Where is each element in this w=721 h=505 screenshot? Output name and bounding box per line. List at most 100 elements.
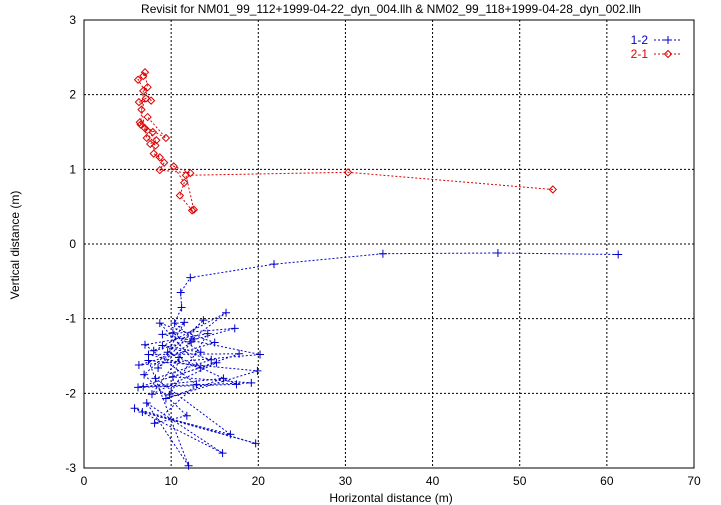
data-point — [142, 133, 151, 143]
series-1 — [130, 248, 623, 470]
y-tick-label: -1 — [65, 312, 76, 326]
x-tick-label: 70 — [687, 474, 701, 488]
data-point — [134, 97, 144, 107]
data-point — [150, 419, 159, 428]
y-tick-label: 0 — [69, 237, 76, 251]
data-point — [163, 348, 172, 357]
data-point — [203, 329, 212, 338]
data-point — [180, 318, 189, 327]
data-point — [212, 358, 221, 367]
data-point — [142, 399, 151, 408]
data-point — [143, 82, 152, 92]
data-point — [235, 349, 244, 358]
data-point — [253, 366, 262, 375]
data-point — [186, 168, 195, 178]
data-point — [154, 363, 163, 372]
data-point — [155, 165, 165, 175]
legend-marker — [664, 36, 672, 44]
data-point — [222, 308, 231, 317]
data-point — [199, 316, 208, 325]
grid-lines — [84, 20, 694, 468]
data-point — [151, 141, 160, 150]
data-point — [158, 330, 167, 339]
y-tick-labels: -3 -2 -1 0 1 2 3 — [65, 13, 76, 475]
x-tick-labels: 0 10 20 30 40 50 60 70 — [81, 474, 701, 488]
data-point — [168, 328, 177, 337]
data-point — [378, 249, 387, 258]
data-point — [130, 404, 139, 413]
x-axis-label: Horizontal distance (m) — [329, 491, 452, 505]
x-tick-label: 40 — [426, 474, 440, 488]
data-point — [161, 394, 170, 403]
y-axis-label: Vertical distance (m) — [8, 191, 22, 300]
x-tick-label: 50 — [513, 474, 527, 488]
data-point — [140, 68, 150, 77]
data-point — [147, 390, 156, 399]
x-tick-label: 10 — [164, 474, 178, 488]
data-point — [189, 205, 199, 214]
data-point — [219, 374, 228, 383]
data-point — [174, 353, 183, 362]
data-point — [182, 411, 191, 420]
data-point — [210, 338, 219, 347]
data-point — [187, 206, 197, 215]
data-point — [143, 112, 152, 122]
data-point — [218, 449, 227, 458]
data-point — [207, 355, 216, 364]
x-tick-label: 30 — [339, 474, 353, 488]
x-tick-label: 20 — [252, 474, 266, 488]
data-point — [614, 250, 623, 259]
data-point — [141, 340, 149, 349]
data-point — [493, 248, 502, 257]
data-point — [155, 153, 165, 162]
data-point — [155, 319, 164, 328]
data-point — [186, 273, 195, 282]
chart-title: Revisit for NM01_99_112+1999-04-22_dyn_0… — [141, 2, 641, 16]
y-tick-label: 1 — [69, 162, 76, 176]
y-tick-label: -3 — [65, 461, 76, 475]
y-tick-label: 2 — [69, 88, 76, 102]
data-point — [232, 380, 241, 389]
series-layer — [130, 68, 623, 470]
data-point — [180, 178, 189, 187]
data-point — [146, 139, 155, 149]
data-point — [151, 374, 160, 383]
data-point — [230, 324, 239, 333]
series-2 — [133, 68, 558, 215]
data-point — [256, 350, 265, 359]
plot-frame — [83, 19, 695, 469]
data-point — [548, 185, 558, 194]
data-point — [138, 408, 147, 416]
data-point — [148, 127, 158, 137]
data-point — [149, 149, 158, 158]
data-point — [169, 162, 178, 171]
data-point — [140, 124, 150, 133]
legend-label: 2-1 — [631, 47, 649, 61]
data-point — [187, 337, 196, 346]
legend-label: 1-2 — [631, 33, 649, 47]
data-point — [196, 363, 205, 372]
data-point — [343, 168, 353, 177]
data-point — [269, 260, 278, 269]
data-point — [176, 288, 185, 297]
data-point — [133, 75, 143, 84]
x-tick-label: 0 — [81, 474, 88, 488]
data-point — [149, 346, 158, 355]
data-point — [247, 378, 256, 387]
x-tick-label: 60 — [600, 474, 614, 488]
data-point — [134, 383, 143, 392]
data-point — [136, 120, 145, 129]
data-point — [159, 158, 169, 167]
data-point — [226, 430, 235, 439]
y-tick-label: -2 — [65, 386, 76, 400]
data-point — [177, 303, 186, 312]
data-point — [184, 461, 193, 470]
data-point — [161, 133, 171, 143]
data-point — [144, 356, 153, 365]
series-line — [137, 70, 553, 212]
data-point — [137, 105, 146, 114]
data-point — [139, 86, 148, 96]
data-point — [135, 118, 144, 127]
data-point — [139, 382, 148, 391]
